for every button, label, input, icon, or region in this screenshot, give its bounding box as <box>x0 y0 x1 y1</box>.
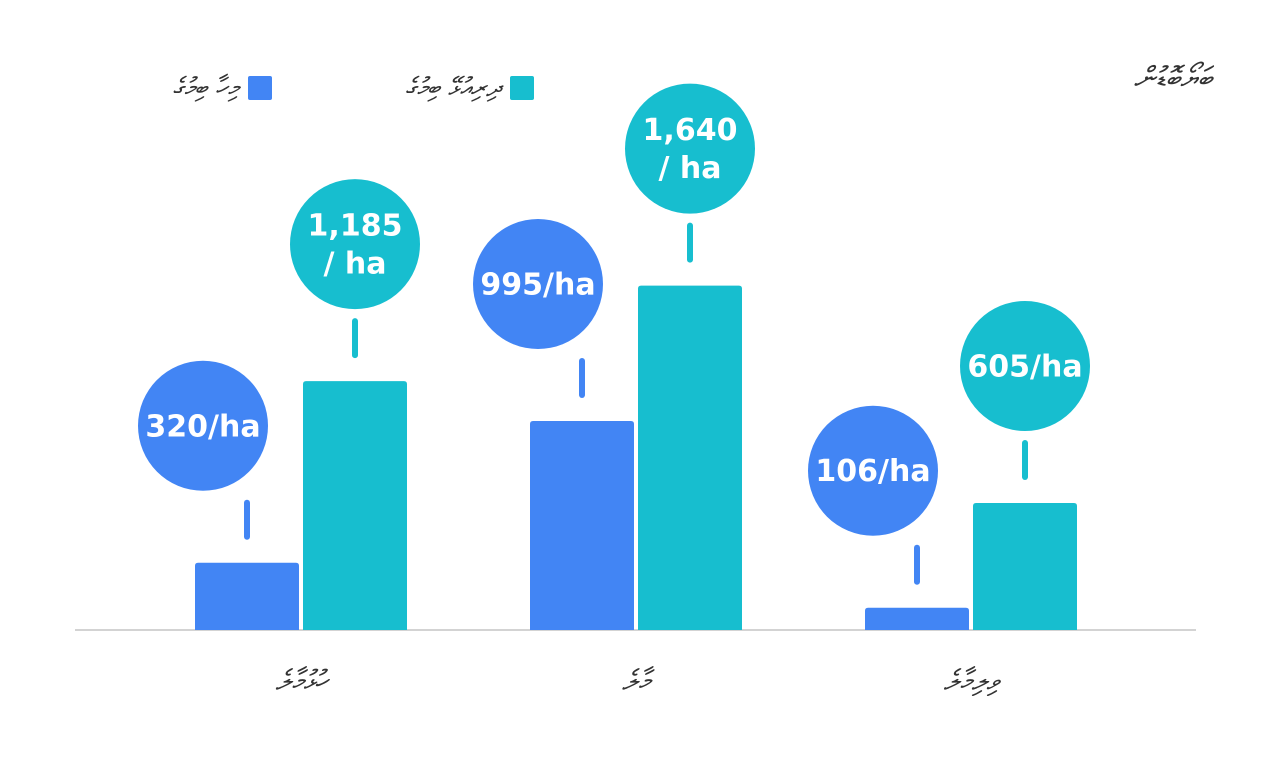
bubble-1-1 <box>625 83 755 214</box>
category-labels: ހުޅުމާލެ މާލެ ވިލިމާލެ <box>275 664 1001 697</box>
legend-swatch-existing <box>248 76 272 100</box>
bar-1-2 <box>973 502 1077 630</box>
bar-0-2 <box>865 607 969 630</box>
legend-swatch-residential <box>510 76 534 100</box>
bubble-0-0 <box>138 360 268 491</box>
bar-0-0 <box>195 562 299 630</box>
chart-title: ބަޔޯބޮޑުން <box>1134 61 1215 96</box>
bar-1-0 <box>303 381 407 630</box>
category-label-2: ވިލިމާލެ <box>944 664 1002 697</box>
bubble-label-1-0-0: 1,185 <box>308 209 403 244</box>
legend-label-existing: މިހާ ބިމުގެ <box>172 73 241 103</box>
legend: މިހާ ބިމުގެ ދިރިއުޅޭ ބިމުގެ <box>172 73 534 103</box>
bubble-label-1-2-0: 605/ha <box>967 349 1082 384</box>
bar-0-1 <box>530 421 634 630</box>
bubble-label-1-1-0: 1,640 <box>643 113 738 148</box>
bubble-label-1-0-1: / ha <box>323 247 386 282</box>
bubble-1-2 <box>960 300 1090 431</box>
bubble-0-1 <box>473 219 603 350</box>
category-label-1: މާލެ <box>622 664 655 697</box>
category-label-0: ހުޅުމާލެ <box>275 664 330 697</box>
bubble-0-2 <box>808 405 938 536</box>
bubble-1-0 <box>290 179 420 310</box>
bar-1-1 <box>638 285 742 630</box>
bubble-label-0-0-0: 320/ha <box>145 409 260 444</box>
legend-label-residential: ދިރިއުޅޭ ބިމުގެ <box>405 73 504 103</box>
bubble-label-1-1-1: / ha <box>658 151 721 186</box>
bubble-label-0-1-0: 995/ha <box>480 268 595 303</box>
bubble-label-0-2-0: 106/ha <box>815 454 930 489</box>
